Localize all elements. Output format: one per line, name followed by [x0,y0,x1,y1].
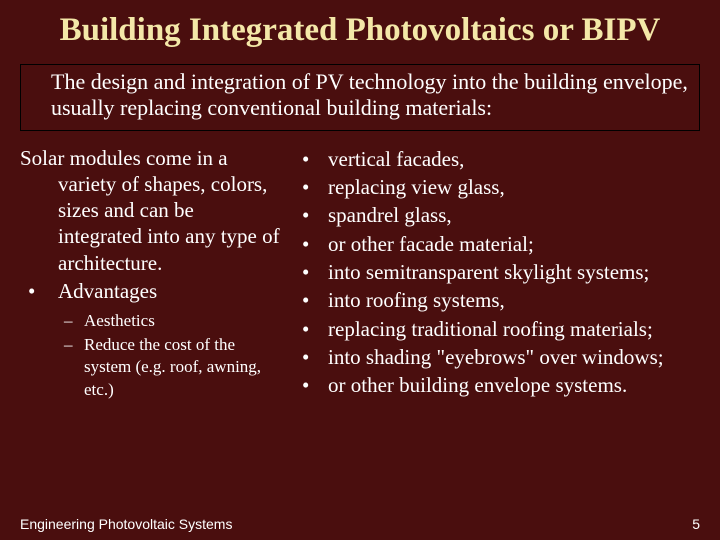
bullet-marker: • [300,145,328,173]
right-item-text: into semitransparent skylight systems; [328,258,700,286]
bullet-marker: • [300,343,328,371]
sub-item-text: Reduce the cost of the system (e.g. roof… [84,334,280,400]
bullet-marker: • [300,201,328,229]
list-item: • into shading "eyebrows" over windows; [300,343,700,371]
list-item: – Reduce the cost of the system (e.g. ro… [64,334,280,400]
bullet-marker: • [300,286,328,314]
right-item-text: into roofing systems, [328,286,700,314]
bullet-marker: • [20,278,58,304]
dash-marker: – [64,334,84,356]
list-item: – Aesthetics [64,310,280,332]
dash-marker: – [64,310,84,332]
bullet-marker: • [300,315,328,343]
bullet-marker: • [300,230,328,258]
right-item-text: into shading "eyebrows" over windows; [328,343,700,371]
right-item-text: spandrel glass, [328,201,700,229]
list-item: • replacing traditional roofing material… [300,315,700,343]
right-item-text: or other building envelope systems. [328,371,700,399]
list-item: • into roofing systems, [300,286,700,314]
list-item: • vertical facades, [300,145,700,173]
left-bullet-text: Advantages [58,278,280,304]
sub-item-text: Aesthetics [84,310,280,332]
bullet-marker: • [300,371,328,399]
bullet-marker: • [300,258,328,286]
left-bullet-row: • Advantages [20,278,280,304]
left-paragraph: Solar modules come in a variety of shape… [58,145,280,276]
intro-text: The design and integration of PV technol… [51,69,688,120]
list-item: • or other facade material; [300,230,700,258]
footer: Engineering Photovoltaic Systems 5 [20,516,700,532]
bullet-marker: • [300,173,328,201]
right-item-text: or other facade material; [328,230,700,258]
content-columns: Solar modules come in a variety of shape… [20,145,700,403]
list-item: • or other building envelope systems. [300,371,700,399]
right-item-text: vertical facades, [328,145,700,173]
list-item: • spandrel glass, [300,201,700,229]
intro-box: The design and integration of PV technol… [20,64,700,131]
right-item-text: replacing traditional roofing materials; [328,315,700,343]
left-sub-list: – Aesthetics – Reduce the cost of the sy… [64,310,280,400]
slide: Building Integrated Photovoltaics or BIP… [0,0,720,540]
slide-number: 5 [692,516,700,532]
slide-title: Building Integrated Photovoltaics or BIP… [20,12,700,50]
right-column: • vertical facades, • replacing view gla… [300,145,700,403]
list-item: • into semitransparent skylight systems; [300,258,700,286]
footer-left: Engineering Photovoltaic Systems [20,516,232,532]
right-item-text: replacing view glass, [328,173,700,201]
left-column: Solar modules come in a variety of shape… [20,145,280,403]
list-item: • replacing view glass, [300,173,700,201]
